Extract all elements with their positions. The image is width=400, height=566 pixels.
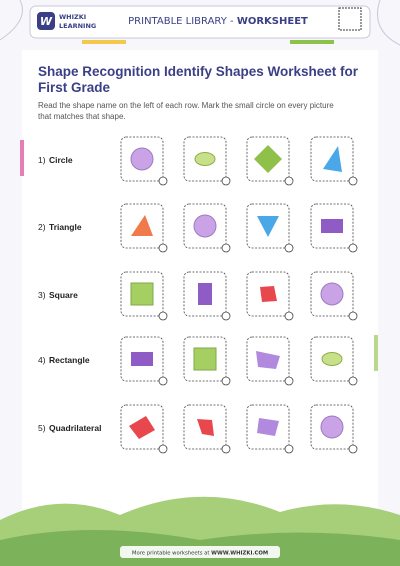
shape-picture bbox=[197, 419, 214, 436]
shape-picture bbox=[320, 415, 344, 439]
row-shape-name: Rectangle bbox=[49, 355, 90, 365]
decoration bbox=[82, 40, 126, 44]
row-number: 1) bbox=[38, 155, 46, 165]
logo-icon bbox=[37, 12, 55, 30]
answer-circle[interactable] bbox=[221, 444, 231, 454]
answer-circle[interactable] bbox=[221, 376, 231, 386]
footer-link[interactable]: WWW.WHIZKI.COM bbox=[211, 551, 268, 557]
decoration bbox=[374, 335, 378, 371]
shape-picture bbox=[260, 286, 277, 302]
row-shape-name: Triangle bbox=[49, 222, 82, 232]
shape-picture bbox=[323, 146, 342, 172]
shape-picture bbox=[321, 352, 343, 366]
row-number: 3) bbox=[38, 290, 46, 300]
shape-picture bbox=[131, 352, 153, 366]
row-shape-name: Quadrilateral bbox=[49, 423, 101, 433]
instructions-line-2: that matches that shape. bbox=[38, 112, 126, 121]
answer-circle[interactable] bbox=[284, 376, 294, 386]
answer-circle[interactable] bbox=[284, 311, 294, 321]
decoration bbox=[20, 140, 24, 176]
row-shape-name: Square bbox=[49, 290, 78, 300]
title-line-1: Shape Recognition Identify Shapes Worksh… bbox=[38, 64, 359, 79]
shape-picture bbox=[321, 219, 343, 233]
header-title: PRINTABLE LIBRARY - WORKSHEET bbox=[128, 16, 308, 27]
shape-picture bbox=[254, 145, 282, 173]
answer-circle[interactable] bbox=[158, 243, 168, 253]
answer-circle[interactable] bbox=[284, 176, 294, 186]
shape-picture bbox=[130, 282, 154, 306]
shape-picture bbox=[129, 416, 155, 439]
footer-bg bbox=[120, 546, 280, 558]
answer-circle[interactable] bbox=[158, 311, 168, 321]
answer-circle[interactable] bbox=[158, 176, 168, 186]
answer-circle[interactable] bbox=[221, 311, 231, 321]
answer-circle[interactable] bbox=[284, 243, 294, 253]
shape-picture bbox=[320, 282, 344, 306]
footer-text: More printable worksheets at bbox=[132, 551, 211, 557]
footer: More printable worksheets at WWW.WHIZKI.… bbox=[132, 551, 268, 557]
answer-circle[interactable] bbox=[348, 376, 358, 386]
answer-circle[interactable] bbox=[221, 243, 231, 253]
row-shape-name: Circle bbox=[49, 155, 73, 165]
shape-picture bbox=[130, 147, 154, 171]
worksheet-label: WORKSHEET bbox=[237, 16, 308, 27]
answer-circle[interactable] bbox=[348, 243, 358, 253]
row-number: 4) bbox=[38, 355, 46, 365]
shape-picture bbox=[193, 347, 217, 371]
decoration bbox=[0, 0, 400, 46]
shape-picture bbox=[257, 418, 279, 436]
shape-picture bbox=[131, 215, 153, 236]
title-line-2: First Grade bbox=[38, 80, 111, 95]
shape-picture bbox=[193, 214, 217, 238]
rows: 1) Circle 2) Triangle 3) Square 4) Rectangle 5) Q… bbox=[38, 136, 358, 454]
answer-circle[interactable] bbox=[158, 444, 168, 454]
brand-bottom: LEARNING bbox=[59, 22, 96, 30]
answer-circle[interactable] bbox=[221, 176, 231, 186]
decoration bbox=[290, 40, 334, 44]
shape-picture bbox=[198, 283, 212, 305]
answer-circle[interactable] bbox=[284, 444, 294, 454]
answer-circle[interactable] bbox=[348, 311, 358, 321]
shape-picture bbox=[257, 216, 279, 237]
header-bar bbox=[29, 5, 371, 39]
answer-circle[interactable] bbox=[348, 444, 358, 454]
qr-code bbox=[338, 7, 362, 31]
brand-top: WHIZKI bbox=[59, 13, 86, 21]
shape-picture bbox=[194, 152, 216, 166]
row-number: 5) bbox=[38, 423, 46, 433]
logo-letter: W bbox=[40, 15, 53, 28]
shape-picture bbox=[256, 351, 280, 369]
instructions-line-1: Read the shape name on the left of each … bbox=[38, 101, 334, 110]
row-number: 2) bbox=[38, 222, 46, 232]
library-label: PRINTABLE LIBRARY - bbox=[128, 16, 237, 27]
answer-circle[interactable] bbox=[158, 376, 168, 386]
answer-circle[interactable] bbox=[348, 176, 358, 186]
